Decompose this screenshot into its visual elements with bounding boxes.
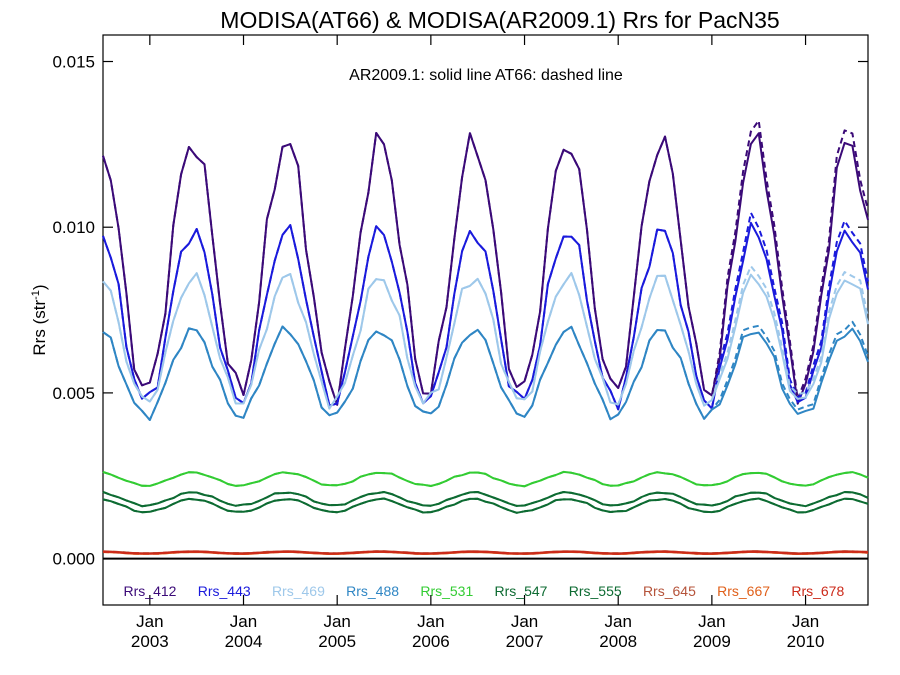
x-tick-label-month: Jan: [417, 612, 444, 631]
chart-title: MODISA(AT66) & MODISA(AR2009.1) Rrs for …: [220, 7, 779, 33]
x-tick-label-month: Jan: [698, 612, 725, 631]
series-line-rrs_412: [102, 132, 869, 406]
x-tick-label-month: Jan: [136, 612, 163, 631]
x-tick-label-year: 2008: [599, 632, 637, 651]
legend-entry-rrs_645: Rrs_645: [643, 583, 696, 599]
x-tick-label-month: Jan: [230, 612, 257, 631]
y-tick-label: 0.000: [52, 550, 95, 569]
y-tick-label: 0.005: [52, 384, 95, 403]
series-dashed-line-rrs_412: [102, 119, 869, 406]
x-tick-label-year: 2010: [787, 632, 825, 651]
series-dashed-line-rrs_555: [102, 497, 869, 514]
x-tick-label-year: 2003: [131, 632, 169, 651]
series-dashed-line-rrs_547: [102, 490, 869, 508]
x-tick-label-year: 2005: [318, 632, 356, 651]
x-tick-label-month: Jan: [604, 612, 631, 631]
series-line-rrs_443: [102, 221, 869, 411]
y-tick-label: 0.015: [52, 53, 95, 72]
plot-frame: [102, 34, 869, 606]
x-tick-label-year: 2007: [506, 632, 544, 651]
legend: Rrs_412 Rrs_443 Rrs_469 Rrs_488 Rrs_531 Rrs_5…: [124, 583, 845, 599]
x-tick-label-month: Jan: [511, 612, 538, 631]
legend-entry-rrs_678: Rrs_678: [791, 583, 844, 599]
x-tick-label-year: 2004: [225, 632, 263, 651]
legend-entry-rrs_488: Rrs_488: [346, 583, 399, 599]
legend-entry-rrs_412: Rrs_412: [124, 583, 177, 599]
x-tick-label-month: Jan: [323, 612, 350, 631]
legend-entry-rrs_555: Rrs_555: [569, 583, 622, 599]
x-tick-label-year: 2009: [693, 632, 731, 651]
ticks-layer: 0.0000.0050.0100.015Jan2003Jan2004Jan200…: [52, 35, 868, 651]
series-dashed-line-rrs_531: [102, 470, 869, 488]
y-tick-label: 0.010: [52, 218, 95, 237]
chart-annotation: AR2009.1: solid line AT66: dashed line: [349, 67, 623, 84]
legend-entry-rrs_443: Rrs_443: [198, 583, 251, 599]
series-dashed-line-rrs_443: [102, 211, 869, 411]
legend-entry-rrs_469: Rrs_469: [272, 583, 325, 599]
legend-entry-rrs_531: Rrs_531: [420, 583, 473, 599]
y-axis-label: Rrs (str-1): [30, 284, 49, 355]
x-tick-label-month: Jan: [792, 612, 819, 631]
series-layer: [102, 119, 869, 560]
series-dashed-line-rrs_678: [102, 550, 869, 555]
x-tick-label-year: 2006: [412, 632, 450, 651]
legend-entry-rrs_667: Rrs_667: [717, 583, 770, 599]
series-dashed-line-rrs_488: [102, 320, 869, 421]
series-dashed-line-rrs_469: [102, 265, 869, 410]
legend-entry-rrs_547: Rrs_547: [495, 583, 548, 599]
